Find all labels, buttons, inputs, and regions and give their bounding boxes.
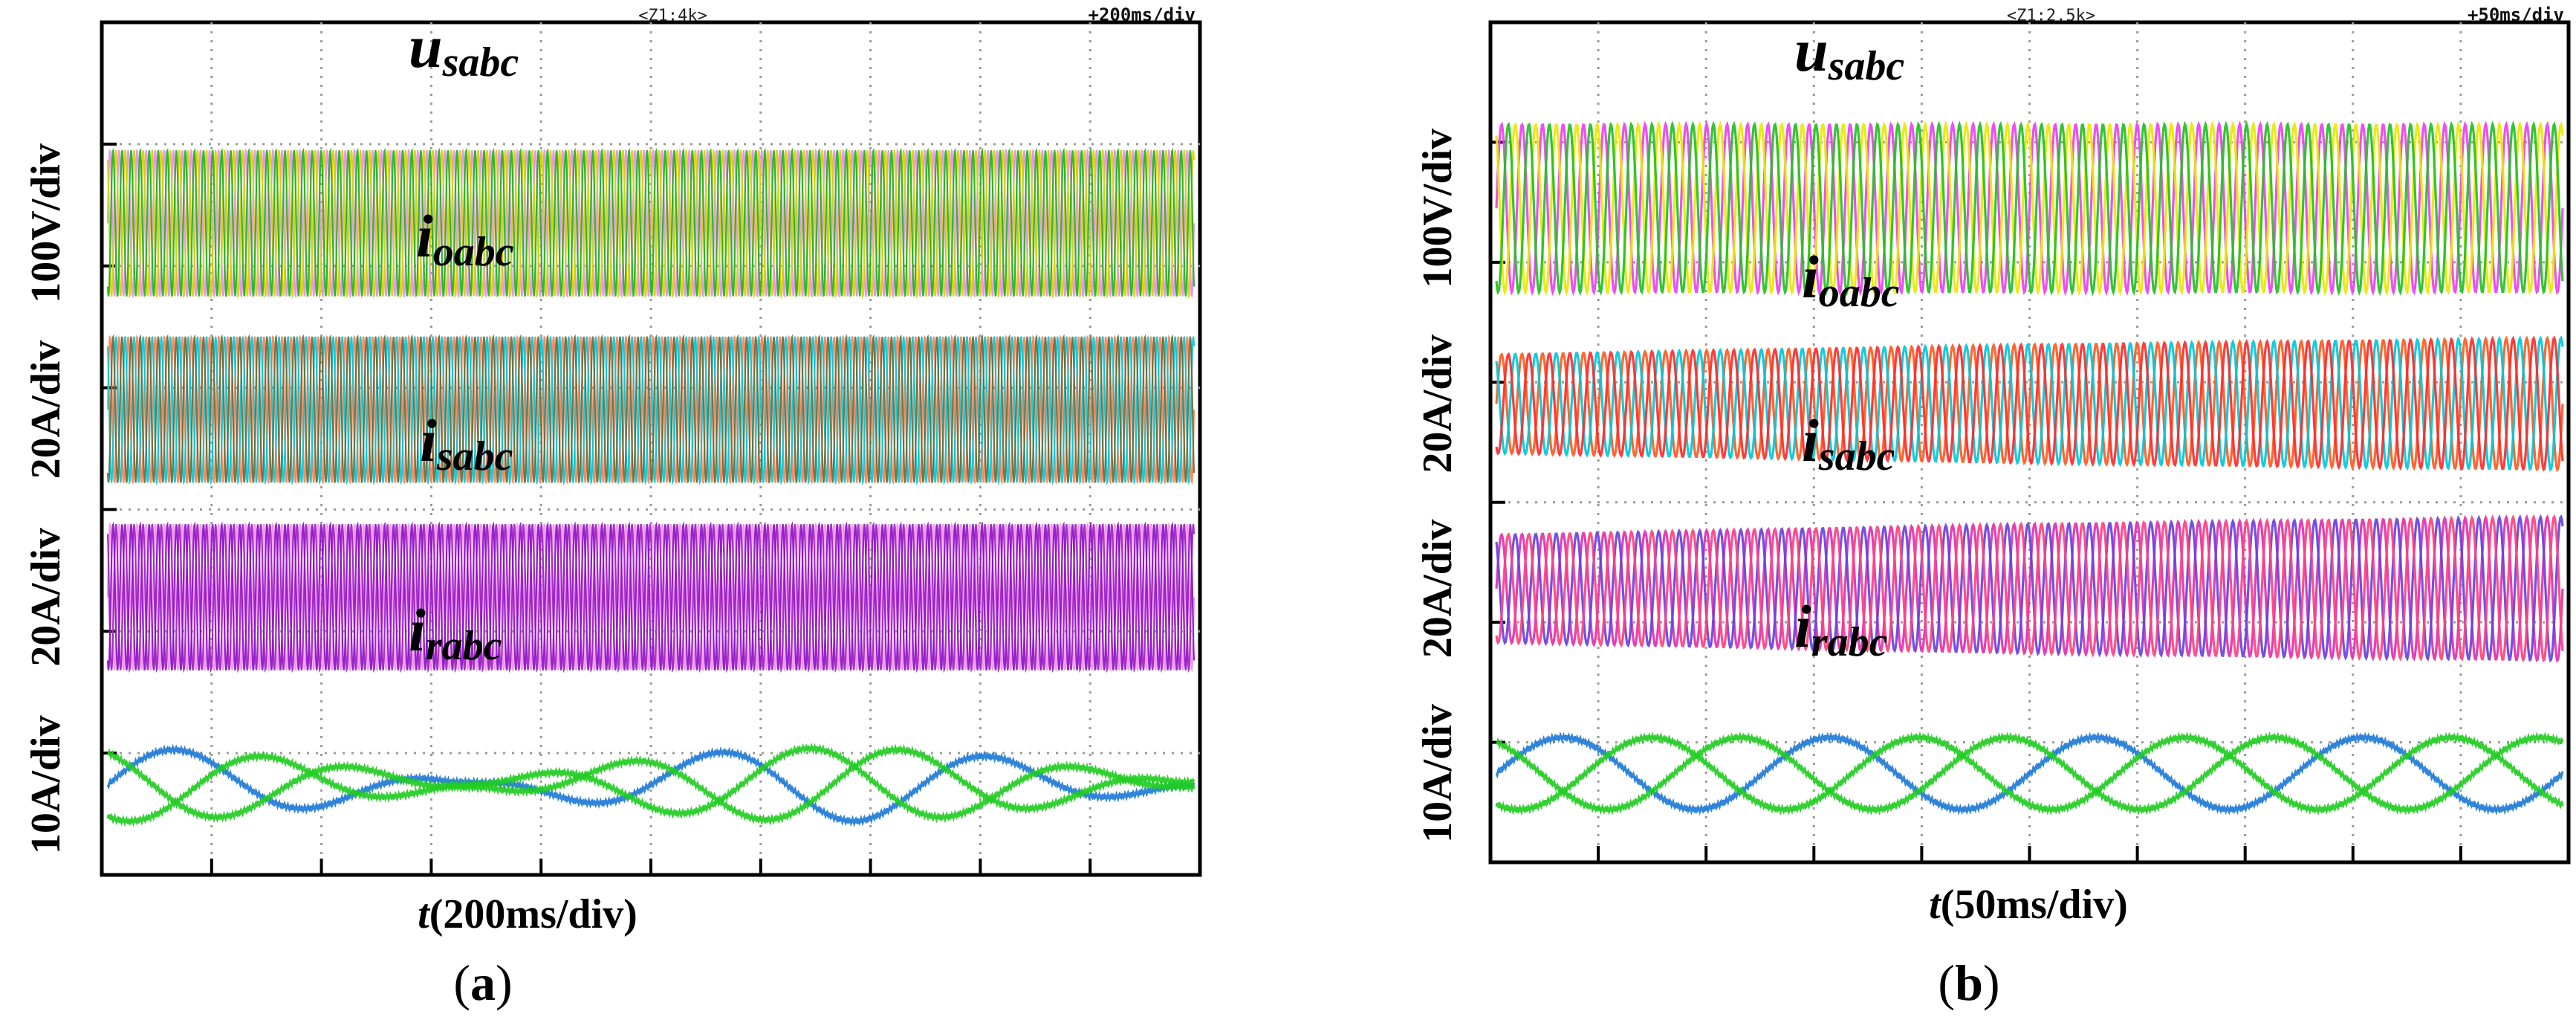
panel-label-letter: a bbox=[470, 954, 496, 1011]
x-axis-label: t(50ms/div) bbox=[1929, 882, 2128, 928]
signal-trace-phase-3 bbox=[106, 521, 1195, 671]
x-axis-label-variable: t bbox=[418, 891, 430, 937]
signal-trace-phase-2 bbox=[1496, 731, 2564, 816]
chart-panel-b: 100V/divusabc20A/divioabc20A/divisabc10A… bbox=[1415, 4, 2571, 1011]
signal-trace-phase-2 bbox=[107, 743, 1195, 826]
panel-label-close: ) bbox=[1983, 954, 2000, 1011]
signal-trace-phase-1 bbox=[1495, 120, 2564, 297]
signal-trace-phase-3 bbox=[106, 334, 1195, 484]
scope-timebase-readout: +200ms/div bbox=[1089, 4, 1196, 25]
x-axis-label-unit: (50ms/div) bbox=[1941, 882, 2128, 928]
signal-trace-phase-1 bbox=[1495, 731, 2564, 816]
signal-label-main: i bbox=[420, 407, 437, 474]
signal-trace-phase-2 bbox=[106, 149, 1195, 299]
signal-label: ioabc bbox=[416, 202, 514, 275]
signal-label-main: i bbox=[1802, 407, 1819, 474]
signal-label-main: i bbox=[1794, 592, 1811, 660]
signal-label-main: i bbox=[1802, 243, 1819, 311]
signal-trace-phase-1 bbox=[106, 522, 1195, 673]
signal-label-sub: oabc bbox=[1819, 270, 1900, 316]
y-scale-label: 100V/div bbox=[23, 143, 69, 303]
signal-isabc bbox=[1495, 514, 2564, 663]
signal-label: usabc bbox=[1794, 16, 1904, 89]
x-axis-label: t(200ms/div) bbox=[418, 891, 637, 937]
signal-trace-phase-1 bbox=[1495, 514, 2564, 663]
signal-ioabc bbox=[106, 334, 1195, 485]
signal-trace-phase-3 bbox=[1495, 120, 2564, 297]
signal-trace-phase-1 bbox=[106, 148, 1195, 299]
signal-irabc bbox=[106, 742, 1195, 827]
signal-trace-phase-3 bbox=[1495, 731, 2564, 816]
signal-trace-phase-2 bbox=[106, 523, 1195, 673]
signal-label-sub: sabc bbox=[436, 433, 513, 479]
signal-label: isabc bbox=[1802, 407, 1895, 479]
scope-zoom-readout: <Z1:4k> bbox=[638, 7, 707, 25]
x-axis-label-variable: t bbox=[1929, 882, 1941, 928]
signal-label-main: u bbox=[1794, 16, 1829, 84]
signal-trace-phase-1 bbox=[106, 335, 1195, 485]
y-scale-label: 10A/div bbox=[23, 715, 69, 854]
signal-isabc bbox=[106, 521, 1195, 673]
signal-trace-phase-3 bbox=[106, 742, 1195, 827]
panel-label-open: ( bbox=[1938, 954, 1955, 1011]
signal-trace-phase-2 bbox=[1495, 120, 2564, 297]
signal-irabc bbox=[1495, 731, 2564, 816]
y-scale-label: 20A/div bbox=[23, 528, 69, 667]
signal-label: irabc bbox=[409, 596, 502, 669]
signal-trace-phase-1 bbox=[1495, 335, 2564, 473]
signal-label-sub: sabc bbox=[1818, 433, 1895, 479]
signal-label-main: u bbox=[409, 13, 443, 80]
signal-label-main: i bbox=[409, 596, 426, 664]
y-scale-label: 10A/div bbox=[1415, 704, 1461, 843]
signal-trace-phase-2 bbox=[1495, 335, 2564, 472]
signal-trace-phase-2 bbox=[1495, 514, 2564, 663]
signal-label-sub: rabc bbox=[426, 623, 502, 669]
y-scale-label: 20A/div bbox=[1415, 335, 1461, 474]
panel-label-letter: b bbox=[1955, 954, 1983, 1011]
signal-label-sub: sabc bbox=[1828, 43, 1905, 89]
signal-label: usabc bbox=[409, 13, 519, 85]
scope-zoom-readout: <Z1:2.5k> bbox=[2007, 7, 2095, 25]
y-scale-label: 20A/div bbox=[23, 340, 69, 479]
signal-usabc bbox=[106, 147, 1195, 299]
signal-label-sub: sabc bbox=[442, 39, 519, 85]
signal-label-sub: oabc bbox=[433, 229, 514, 275]
y-scale-label: 100V/div bbox=[1415, 129, 1461, 288]
signal-trace-phase-1 bbox=[106, 743, 1195, 827]
signal-label: isabc bbox=[420, 407, 513, 479]
y-scale-label: 20A/div bbox=[1415, 520, 1461, 659]
scope-timebase-readout: +50ms/div bbox=[2468, 4, 2564, 25]
x-axis-label-unit: (200ms/div) bbox=[429, 891, 637, 937]
signal-trace-phase-3 bbox=[1495, 514, 2564, 663]
panel-label: (b) bbox=[1938, 954, 1999, 1011]
panel-label: (a) bbox=[453, 954, 512, 1011]
signal-label-main: i bbox=[416, 202, 433, 270]
signal-trace-phase-3 bbox=[1495, 335, 2564, 472]
signal-label: irabc bbox=[1794, 592, 1888, 665]
signal-trace-phase-2 bbox=[106, 336, 1195, 485]
signal-usabc bbox=[1495, 120, 2564, 297]
signal-label-sub: rabc bbox=[1811, 619, 1888, 665]
panel-label-close: ) bbox=[496, 954, 513, 1011]
chart-panel-a: 100V/divusabc20A/divioabc20A/divisabc10A… bbox=[23, 4, 1202, 1011]
signal-label: ioabc bbox=[1802, 243, 1900, 316]
panel-label-open: ( bbox=[453, 954, 470, 1011]
signal-ioabc bbox=[1495, 335, 2564, 473]
signal-trace-phase-3 bbox=[106, 147, 1195, 297]
